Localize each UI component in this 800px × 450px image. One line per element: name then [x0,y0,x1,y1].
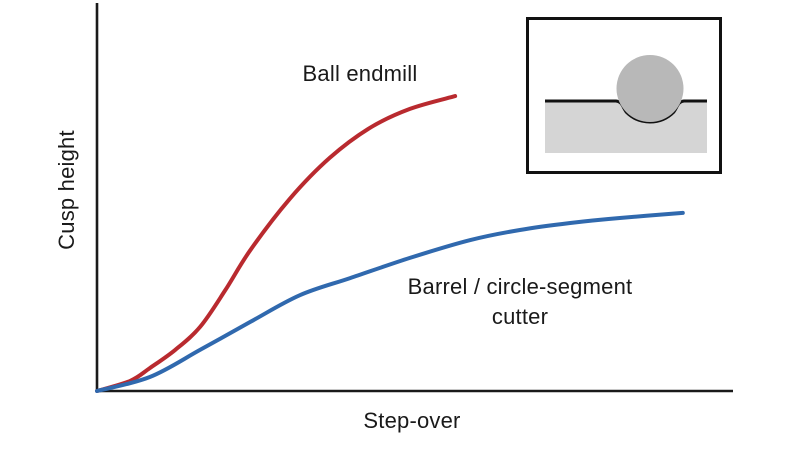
x-axis-label: Step-over [363,408,461,433]
ball-cutter-circle [616,55,684,122]
y-axis-label: Cusp height [54,130,79,250]
curve-ball-endmill [95,94,458,393]
series-label-ball-endmill: Ball endmill [302,61,418,86]
curves-group [95,94,685,393]
workpiece-block [545,101,707,153]
curve-barrel-circle-segment-cutter [95,210,685,393]
series-label-barrel-cutter: Barrel / circle-segment cutter [407,274,633,329]
inset-diagram [526,17,722,174]
